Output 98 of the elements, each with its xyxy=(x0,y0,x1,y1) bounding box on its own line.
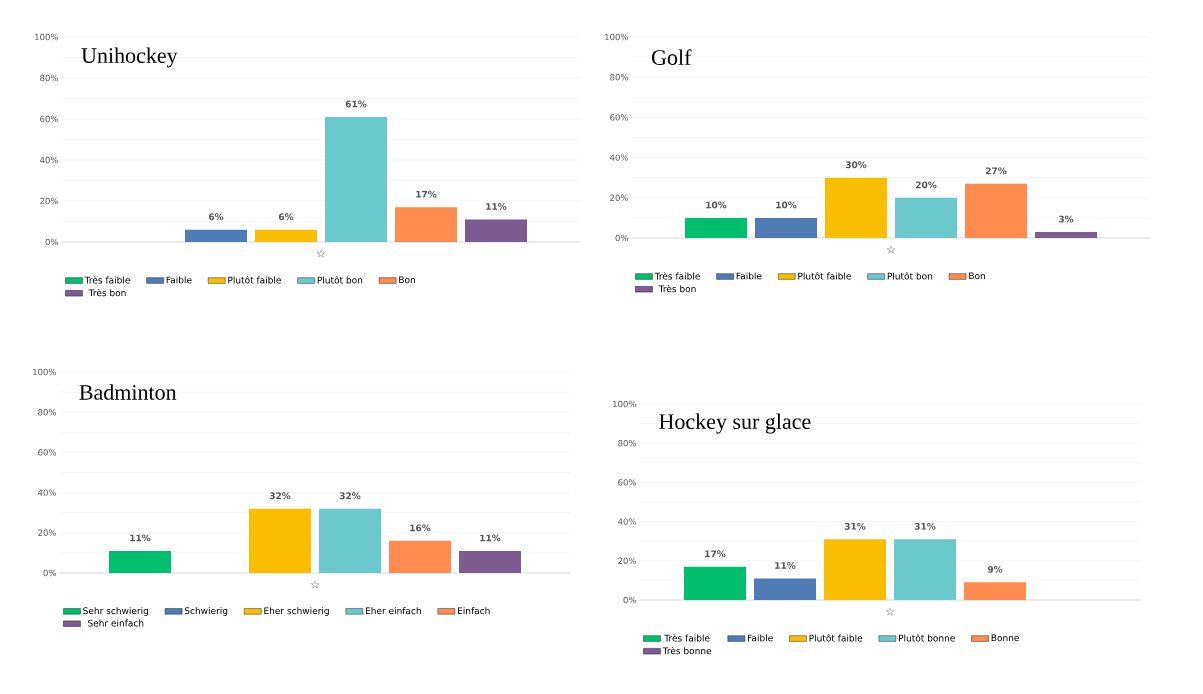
legend-label: Plutôt bonne xyxy=(899,634,955,642)
x-tick-label: ☆ xyxy=(886,245,896,254)
legend-label: Bon xyxy=(969,272,985,280)
data-label: 10% xyxy=(776,201,797,209)
bar xyxy=(755,217,818,238)
legend-label: Très faible xyxy=(654,272,700,280)
y-tick-label: 80% xyxy=(40,74,58,82)
bar xyxy=(319,508,381,573)
legend-label: Einfach xyxy=(457,607,490,615)
bar xyxy=(964,582,1027,600)
legend-label: Faible xyxy=(736,272,762,280)
bar xyxy=(325,116,388,242)
data-label: 11% xyxy=(130,534,151,542)
legend-label: Eher schwierig xyxy=(264,607,329,616)
y-tick-label: 100% xyxy=(613,400,636,408)
data-label: 20% xyxy=(915,181,937,189)
bar xyxy=(754,578,817,600)
y-tick-label: 20% xyxy=(618,557,636,565)
legend-label: Faible xyxy=(166,276,192,284)
chart-title: Golf xyxy=(651,49,692,65)
y-tick-label: 80% xyxy=(38,408,56,416)
bar xyxy=(825,177,888,238)
bar xyxy=(109,550,171,573)
data-label: 16% xyxy=(410,524,431,532)
data-label: 10% xyxy=(706,201,727,209)
y-tick-label: 20% xyxy=(40,197,58,205)
bar xyxy=(684,566,747,600)
x-tick-label: ☆ xyxy=(310,580,320,589)
data-label: 9% xyxy=(987,566,1003,573)
legend-label: Plutôt faible xyxy=(798,272,851,280)
legend-label: Plutôt faible xyxy=(809,634,863,642)
bar xyxy=(185,229,247,242)
bar xyxy=(1035,231,1098,238)
y-tick-label: 60% xyxy=(38,449,56,456)
legend-label: Sehr schwierig xyxy=(83,607,149,616)
legend-label: Schwierig xyxy=(184,607,228,616)
legend-label: Très bonne xyxy=(662,646,712,655)
bar xyxy=(685,217,748,238)
data-label: 11% xyxy=(775,562,796,569)
data-label: 31% xyxy=(844,522,866,530)
bar xyxy=(459,550,521,573)
y-tick-label: 80% xyxy=(610,73,628,81)
legend-label: Faible xyxy=(747,634,773,642)
data-label: 11% xyxy=(480,534,501,542)
data-label: 17% xyxy=(705,550,726,558)
chart-title: Badminton xyxy=(79,384,177,400)
y-tick-label: 80% xyxy=(618,439,636,447)
bar xyxy=(395,207,458,242)
data-label: 17% xyxy=(416,190,437,198)
y-tick-label: 60% xyxy=(40,115,58,123)
bar xyxy=(824,539,887,600)
data-label: 11% xyxy=(486,203,507,210)
data-label: 27% xyxy=(985,167,1007,175)
y-tick-label: 0% xyxy=(45,238,58,246)
y-tick-label: 60% xyxy=(618,479,636,486)
y-tick-label: 100% xyxy=(33,368,56,376)
y-tick-label: 20% xyxy=(610,194,628,202)
bar xyxy=(894,539,957,600)
legend-label: Plutôt bon xyxy=(887,272,933,280)
y-tick-label: 0% xyxy=(623,596,636,604)
legend-label: Très faible xyxy=(84,276,130,284)
legend-label: Bonne xyxy=(991,634,1019,642)
data-label: 32% xyxy=(339,492,361,500)
bar xyxy=(389,540,451,573)
bar xyxy=(965,183,1028,238)
chart-title: Unihockey xyxy=(81,47,178,68)
bar xyxy=(249,508,311,573)
bar xyxy=(465,219,528,242)
y-tick-label: 100% xyxy=(35,33,58,41)
legend-label: Sehr einfach xyxy=(88,619,144,627)
data-label: 31% xyxy=(914,522,936,530)
legend-label: Eher einfach xyxy=(365,607,421,615)
y-tick-label: 20% xyxy=(38,529,56,537)
data-label: 6% xyxy=(278,213,294,221)
y-tick-label: 40% xyxy=(37,489,56,496)
y-tick-label: 40% xyxy=(609,154,628,161)
data-label: 32% xyxy=(269,492,291,500)
y-tick-label: 0% xyxy=(43,569,56,577)
legend-label: Très bon xyxy=(88,288,126,297)
legend-label: Très bon xyxy=(658,284,696,293)
x-tick-label: ☆ xyxy=(885,607,895,616)
bar xyxy=(255,229,318,242)
legend-label: Très faible xyxy=(664,634,710,642)
x-tick-label: ☆ xyxy=(316,249,326,258)
y-tick-label: 0% xyxy=(615,234,628,242)
data-label: 61% xyxy=(345,100,367,108)
y-tick-label: 40% xyxy=(39,156,58,164)
legend-label: Plutôt bon xyxy=(317,276,363,284)
chart-title: Hockey sur glace xyxy=(659,413,811,434)
data-label: 30% xyxy=(845,161,867,169)
data-label: 6% xyxy=(208,213,224,221)
y-tick-label: 60% xyxy=(610,114,628,121)
bar xyxy=(895,197,958,238)
legend-label: Bon xyxy=(399,276,415,284)
data-label: 3% xyxy=(1058,215,1074,223)
legend-label: Plutôt faible xyxy=(228,276,281,284)
y-tick-label: 40% xyxy=(617,518,636,525)
y-tick-label: 100% xyxy=(605,33,628,41)
